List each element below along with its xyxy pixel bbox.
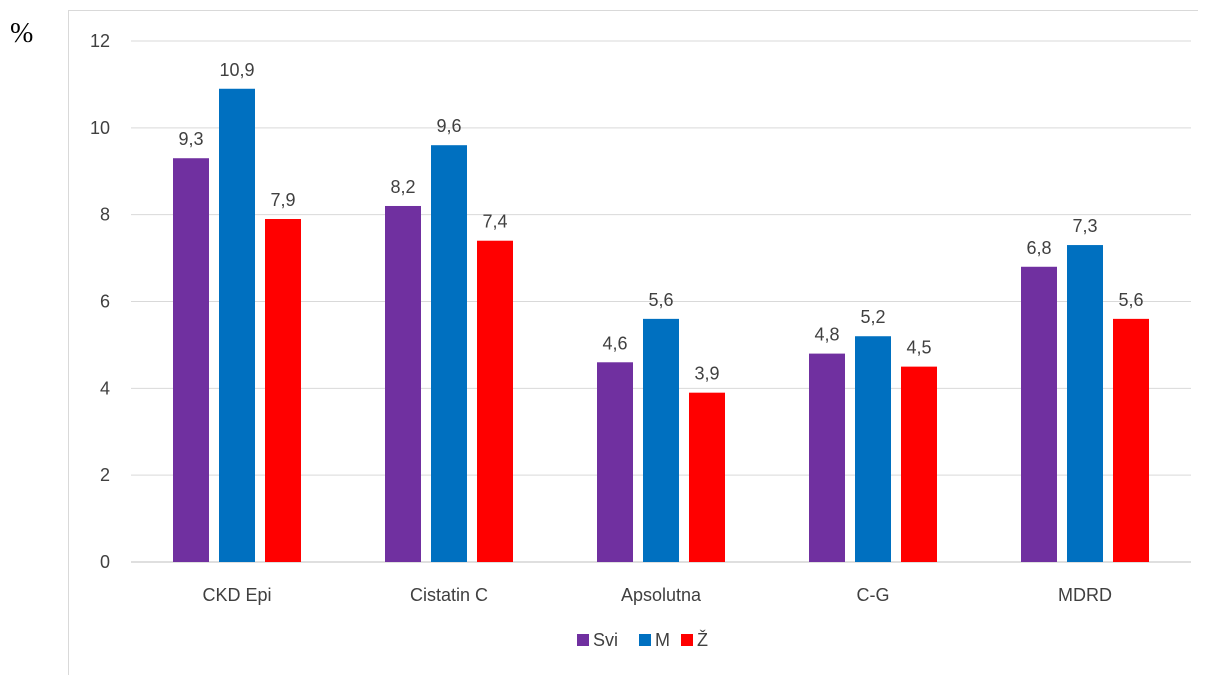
data-label: 7,4 (482, 212, 507, 232)
data-label: 7,9 (270, 190, 295, 210)
data-label: 10,9 (219, 60, 254, 80)
data-label: 5,2 (860, 307, 885, 327)
bar (1113, 319, 1149, 562)
bar (1067, 245, 1103, 562)
bar (901, 367, 937, 562)
data-label: 9,3 (178, 129, 203, 149)
legend-swatch (681, 634, 693, 646)
y-tick-label: 10 (90, 118, 110, 138)
y-tick-label: 2 (100, 465, 110, 485)
data-label: 4,8 (814, 325, 839, 345)
data-label: 6,8 (1026, 238, 1051, 258)
bar (477, 241, 513, 562)
x-tick-label: CKD Epi (202, 585, 271, 605)
legend-swatch (639, 634, 651, 646)
bar (1021, 267, 1057, 562)
y-tick-label: 0 (100, 552, 110, 572)
data-label: 7,3 (1072, 216, 1097, 236)
legend-swatch (577, 634, 589, 646)
legend-label: M (655, 630, 670, 650)
data-label: 4,5 (906, 338, 931, 358)
legend-label: Ž (697, 630, 708, 650)
bar (431, 145, 467, 562)
data-label: 3,9 (694, 364, 719, 384)
bar (597, 362, 633, 562)
x-tick-label: Apsolutna (621, 585, 702, 605)
x-tick-label: MDRD (1058, 585, 1112, 605)
y-tick-label: 6 (100, 292, 110, 312)
data-label: 8,2 (390, 177, 415, 197)
x-tick-label: C-G (857, 585, 890, 605)
bar (265, 219, 301, 562)
legend-label: Svi (593, 630, 618, 650)
bar (385, 206, 421, 562)
data-label: 5,6 (1118, 290, 1143, 310)
bar (809, 354, 845, 562)
bar (689, 393, 725, 562)
bar (219, 89, 255, 562)
data-label: 4,6 (602, 333, 627, 353)
data-label: 5,6 (648, 290, 673, 310)
x-tick-label: Cistatin C (410, 585, 488, 605)
y-tick-label: 4 (100, 378, 110, 398)
bar (643, 319, 679, 562)
y-tick-label: 8 (100, 205, 110, 225)
bar (855, 336, 891, 562)
data-label: 9,6 (436, 116, 461, 136)
y-tick-label: 12 (90, 31, 110, 51)
bar (173, 158, 209, 562)
